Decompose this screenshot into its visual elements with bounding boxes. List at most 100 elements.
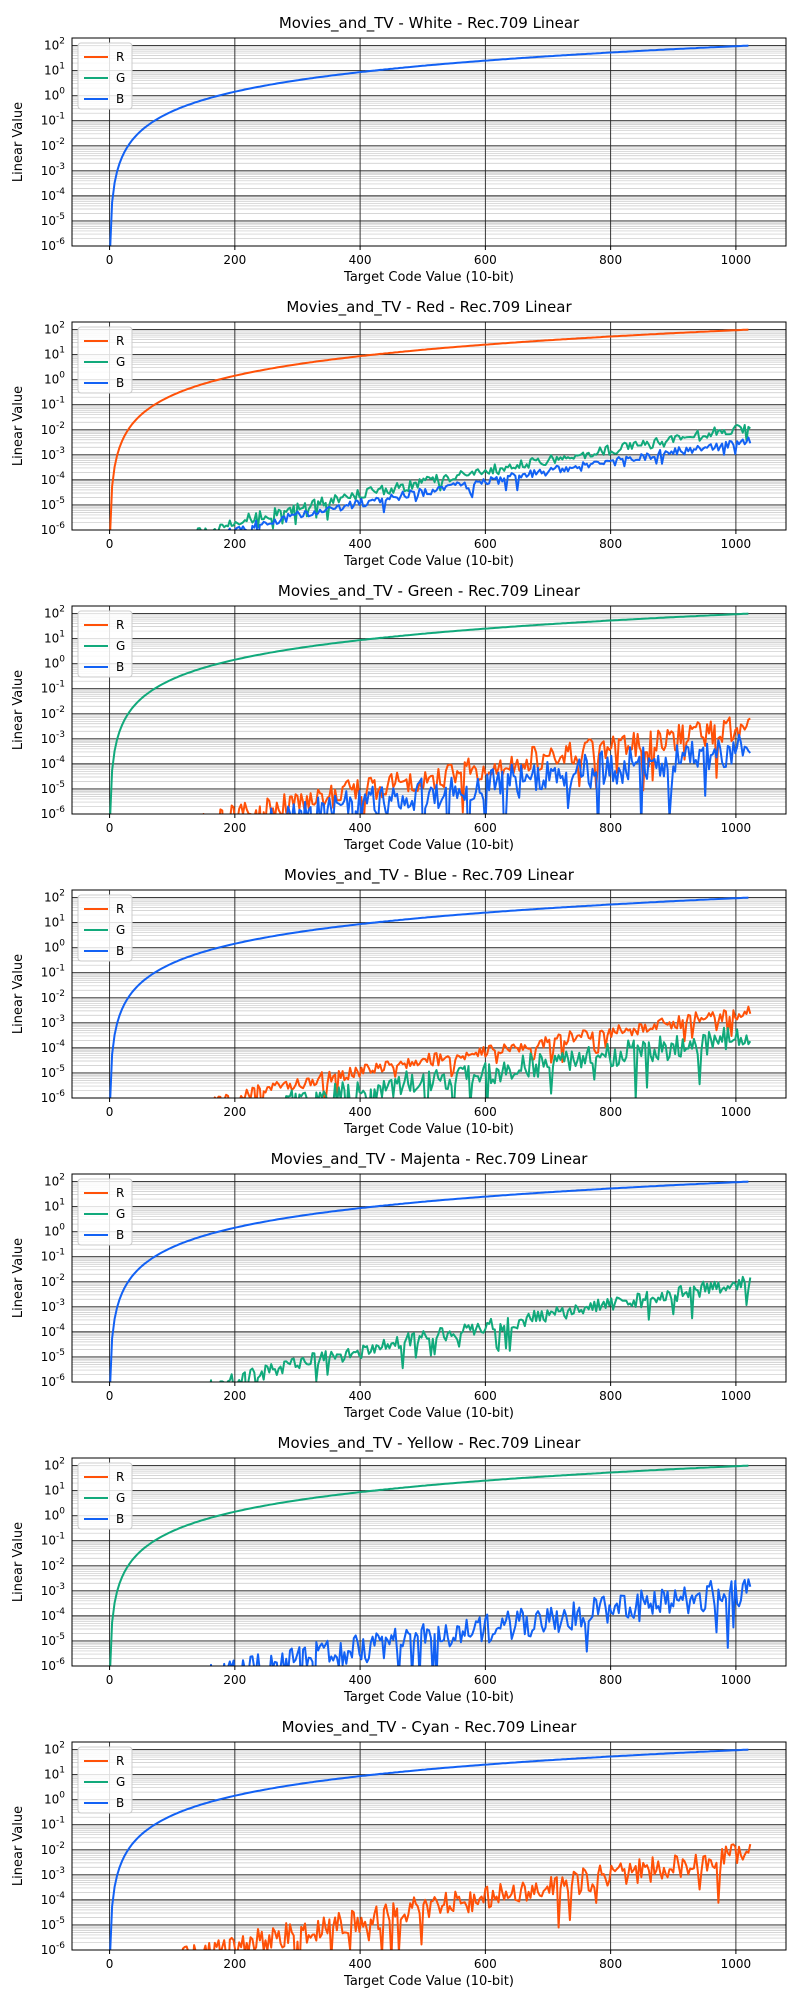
legend-label-B: B bbox=[116, 92, 124, 106]
x-tick-label: 0 bbox=[106, 537, 114, 551]
y-tick-label: 10-2 bbox=[41, 1273, 65, 1289]
x-tick-label: 600 bbox=[474, 821, 497, 835]
x-tick-label: 200 bbox=[223, 821, 246, 835]
chart-title: Movies_and_TV - Yellow - Rec.709 Linear bbox=[278, 1434, 582, 1453]
subplot-1: Movies_and_TV - White - Rec.709 Linear 10… bbox=[11, 14, 787, 285]
y-axis-label: Linear Value bbox=[11, 1806, 26, 1886]
legend-label-B: B bbox=[116, 660, 124, 674]
series-line-B bbox=[227, 436, 752, 530]
y-tick-label: 10-1 bbox=[41, 112, 65, 128]
y-tick-label: 102 bbox=[44, 1457, 65, 1473]
legend-label-R: R bbox=[116, 50, 124, 64]
y-tick-label: 100 bbox=[44, 1507, 65, 1523]
y-tick-label: 100 bbox=[44, 655, 65, 671]
chart-title: Movies_and_TV - Cyan - Rec.709 Linear bbox=[282, 1718, 578, 1737]
y-tick-label: 101 bbox=[44, 1198, 65, 1214]
y-axis-label: Linear Value bbox=[11, 1522, 26, 1602]
y-tick-label: 10-5 bbox=[41, 1064, 65, 1080]
x-tick-label: 1000 bbox=[721, 1389, 752, 1403]
series-line-B bbox=[209, 1578, 752, 1666]
y-tick-label: 101 bbox=[44, 914, 65, 930]
x-tick-label: 200 bbox=[223, 1105, 246, 1119]
x-tick-label: 800 bbox=[599, 1957, 622, 1971]
x-tick-label: 800 bbox=[599, 1389, 622, 1403]
y-tick-label: 10-1 bbox=[41, 680, 65, 696]
y-tick-label: 102 bbox=[44, 1741, 65, 1757]
x-tick-label: 0 bbox=[106, 1957, 114, 1971]
x-tick-label: 600 bbox=[474, 1957, 497, 1971]
chart-title: Movies_and_TV - White - Rec.709 Linear bbox=[279, 14, 580, 33]
legend-label-R: R bbox=[116, 902, 124, 916]
x-tick-label: 800 bbox=[599, 253, 622, 267]
y-tick-label: 10-1 bbox=[41, 1532, 65, 1548]
x-tick-label: 800 bbox=[599, 1673, 622, 1687]
y-tick-label: 10-4 bbox=[41, 1323, 66, 1339]
subplot-3: Movies_and_TV - Green - Rec.709 Linear 10… bbox=[11, 582, 787, 853]
y-tick-label: 101 bbox=[44, 1482, 65, 1498]
x-tick-label: 200 bbox=[223, 253, 246, 267]
legend-box bbox=[77, 1178, 133, 1246]
x-tick-label: 600 bbox=[474, 253, 497, 267]
x-tick-label: 800 bbox=[599, 537, 622, 551]
legend-box bbox=[77, 610, 133, 678]
y-tick-label: 10-1 bbox=[41, 964, 65, 980]
y-tick-label: 102 bbox=[44, 605, 65, 621]
y-axis-label: Linear Value bbox=[11, 102, 26, 182]
y-axis-label: Linear Value bbox=[11, 670, 26, 750]
y-tick-label: 10-2 bbox=[41, 989, 65, 1005]
legend-label-B: B bbox=[116, 1796, 124, 1810]
y-tick-label: 10-5 bbox=[41, 496, 65, 512]
y-tick-label: 10-3 bbox=[41, 446, 65, 462]
x-tick-label: 600 bbox=[474, 537, 497, 551]
y-tick-label: 10-5 bbox=[41, 1916, 65, 1932]
y-tick-label: 10-4 bbox=[41, 471, 66, 487]
legend-box bbox=[77, 1462, 133, 1530]
x-tick-label: 800 bbox=[599, 1105, 622, 1119]
x-axis-label: Target Code Value (10-bit) bbox=[343, 1122, 514, 1137]
y-axis-label: Linear Value bbox=[11, 954, 26, 1034]
y-tick-label: 100 bbox=[44, 1223, 65, 1239]
x-tick-label: 1000 bbox=[721, 253, 752, 267]
y-tick-label: 100 bbox=[44, 939, 65, 955]
legend-label-G: G bbox=[116, 71, 125, 85]
x-axis-label: Target Code Value (10-bit) bbox=[343, 1974, 514, 1989]
x-tick-label: 400 bbox=[349, 1957, 372, 1971]
series-line-R bbox=[181, 1843, 752, 1950]
y-tick-label: 10-3 bbox=[41, 1298, 65, 1314]
x-tick-label: 800 bbox=[599, 821, 622, 835]
legend-label-G: G bbox=[116, 1491, 125, 1505]
legend-label-R: R bbox=[116, 1754, 124, 1768]
y-tick-label: 10-5 bbox=[41, 1632, 65, 1648]
x-tick-label: 400 bbox=[349, 1105, 372, 1119]
series-line-G bbox=[209, 1275, 752, 1382]
x-axis-label: Target Code Value (10-bit) bbox=[343, 1690, 514, 1705]
plot-frame bbox=[71, 321, 787, 531]
legend-box bbox=[77, 326, 133, 394]
x-tick-label: 1000 bbox=[721, 1673, 752, 1687]
x-tick-label: 400 bbox=[349, 537, 372, 551]
legend-label-R: R bbox=[116, 334, 124, 348]
y-tick-label: 10-2 bbox=[41, 1557, 65, 1573]
y-tick-label: 101 bbox=[44, 1766, 65, 1782]
x-tick-label: 400 bbox=[349, 1673, 372, 1687]
legend-label-G: G bbox=[116, 1207, 125, 1221]
x-axis-label: Target Code Value (10-bit) bbox=[343, 1406, 514, 1421]
y-axis-label: Linear Value bbox=[11, 1238, 26, 1318]
y-tick-label: 10-2 bbox=[41, 705, 65, 721]
y-tick-label: 102 bbox=[44, 321, 65, 337]
subplot-2: Movies_and_TV - Red - Rec.709 Linear 10-6… bbox=[11, 298, 787, 569]
y-tick-label: 10-6 bbox=[41, 1373, 66, 1389]
y-tick-label: 10-3 bbox=[41, 730, 65, 746]
x-axis-label: Target Code Value (10-bit) bbox=[343, 554, 514, 569]
y-tick-label: 100 bbox=[44, 1791, 65, 1807]
series-line-G bbox=[196, 424, 751, 530]
legend-label-G: G bbox=[116, 923, 125, 937]
series-line-G bbox=[260, 1026, 752, 1098]
subplot-4: Movies_and_TV - Blue - Rec.709 Linear 10-… bbox=[11, 866, 787, 1137]
x-tick-label: 0 bbox=[106, 1389, 114, 1403]
y-tick-label: 10-3 bbox=[41, 162, 65, 178]
legend-label-B: B bbox=[116, 1512, 124, 1526]
y-tick-label: 10-4 bbox=[41, 1039, 66, 1055]
y-tick-label: 10-3 bbox=[41, 1582, 65, 1598]
legend-label-B: B bbox=[116, 944, 124, 958]
